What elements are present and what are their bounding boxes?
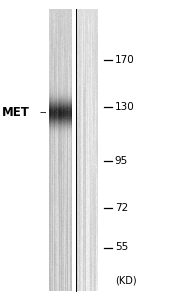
- Text: 95: 95: [115, 155, 128, 166]
- Text: MET: MET: [2, 106, 30, 119]
- Text: 170: 170: [115, 55, 135, 65]
- Text: 55: 55: [115, 242, 128, 253]
- Text: --: --: [39, 107, 47, 118]
- Text: (KD): (KD): [115, 275, 136, 286]
- Text: 72: 72: [115, 203, 128, 214]
- Text: 130: 130: [115, 101, 135, 112]
